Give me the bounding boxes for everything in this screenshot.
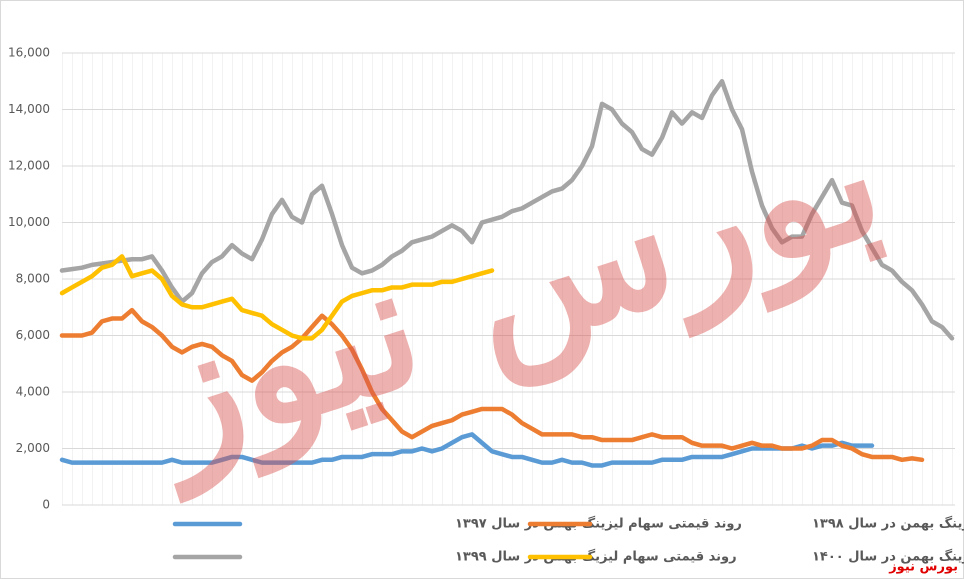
legend-label: روند قیمتی سهام لیزینگ بهمن در سال ۱۴۰۰ bbox=[812, 549, 964, 565]
y-tick-label: 4,000 bbox=[16, 385, 50, 399]
y-tick-label: 14,000 bbox=[8, 102, 50, 116]
series-line bbox=[59, 79, 955, 341]
legend-label: روند قیمتی سهام لیزینگ بهمن در سال ۱۳۹۸ bbox=[812, 516, 964, 532]
y-tick-label: 12,000 bbox=[8, 159, 50, 173]
series-line bbox=[59, 307, 925, 463]
y-tick-label: 16,000 bbox=[8, 46, 50, 60]
credit: بورس نیوز bbox=[888, 560, 958, 575]
legend-label: روند قیمتی سهام لیزینگ بهمن در سال ۱۳۹۷ bbox=[455, 516, 742, 532]
series-line bbox=[59, 432, 875, 468]
legend-label: روند قیمتی سهام لیزیگ بهمن در سال ۱۳۹۹ bbox=[455, 549, 737, 565]
series-line bbox=[59, 254, 495, 341]
y-tick-label: 10,000 bbox=[8, 215, 50, 229]
y-tick-label: 6,000 bbox=[16, 328, 50, 342]
y-tick-label: 2,000 bbox=[16, 441, 50, 455]
y-tick-label: 8,000 bbox=[16, 272, 50, 286]
y-tick-label: 0 bbox=[42, 498, 50, 512]
